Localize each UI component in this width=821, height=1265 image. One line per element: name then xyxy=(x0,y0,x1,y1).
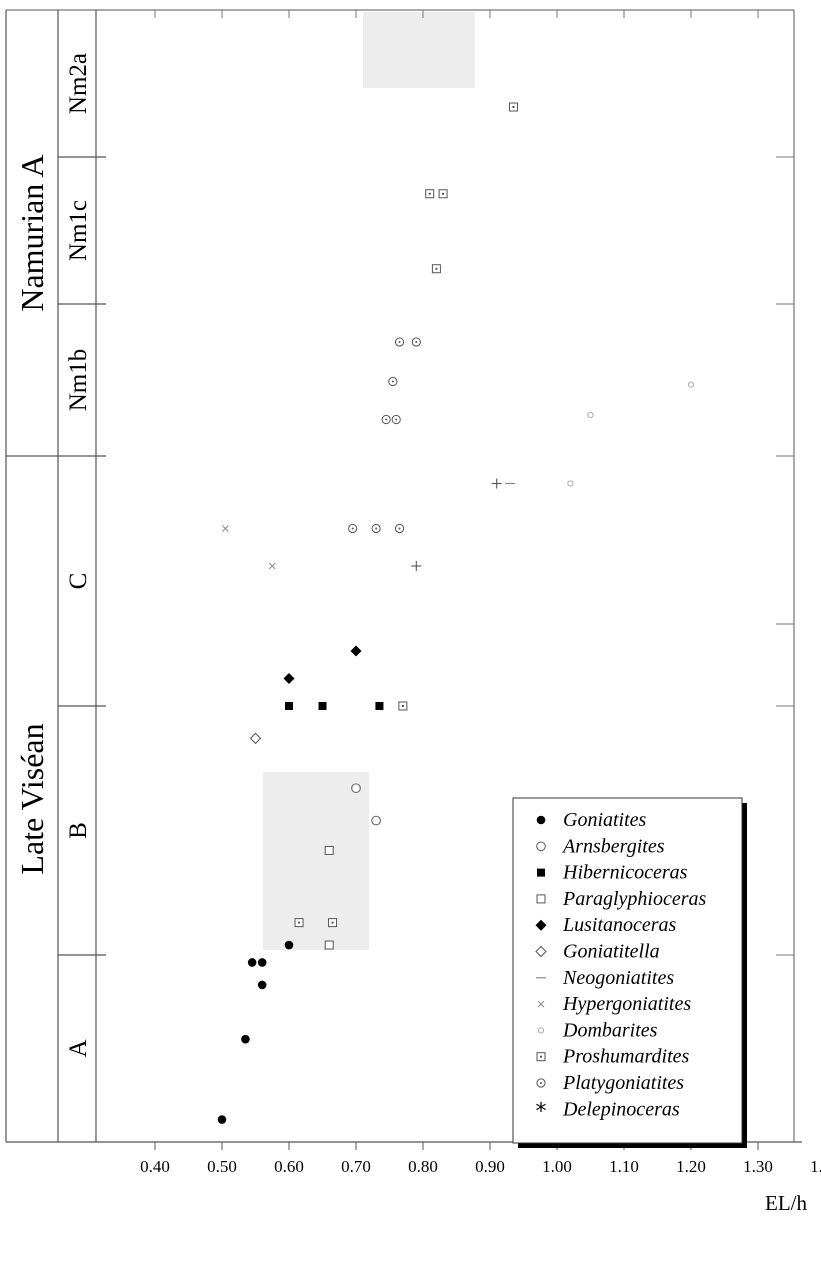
legend-box xyxy=(512,797,743,1144)
data-point-proshumardites-6 xyxy=(328,918,338,928)
x-tick-label: 1.30 xyxy=(743,1157,773,1176)
stage-label: Namurian A xyxy=(14,154,50,311)
legend-marker xyxy=(537,1027,545,1034)
x-tick-label: 1.00 xyxy=(542,1157,572,1176)
stage-label: Late Viséan xyxy=(14,723,50,874)
data-point-goniatites-3 xyxy=(247,958,257,967)
data-point-platygoniatites-0 xyxy=(394,337,405,347)
data-point-paraglyphioceras-1 xyxy=(324,940,334,950)
legend-marker xyxy=(535,919,547,931)
x-tick-label: 1.40 xyxy=(810,1157,821,1176)
legend-entry: Arnsbergites xyxy=(561,835,665,857)
data-point-arnsbergites-1 xyxy=(371,815,381,826)
zone-label: B xyxy=(65,822,92,839)
axis-ticks: 0.40 0.50 0.60 0.70 0.80 0.90 1.00 1.10 1.20 1.30… xyxy=(140,10,821,1215)
data-point-proshumardites-4 xyxy=(398,701,408,711)
data-point-paraglyphioceras-0 xyxy=(324,845,334,855)
data-point-proshumardites-5 xyxy=(294,918,304,928)
data-point-hypergoniatites-1 xyxy=(268,562,276,570)
x-axis-title: EL/h xyxy=(765,1191,807,1215)
data-point-platygoniatites-6 xyxy=(371,523,381,534)
zone-label: Nm2a xyxy=(65,53,92,114)
data-point-proshumardites-1 xyxy=(425,189,435,199)
x-tick-label: 0.40 xyxy=(140,1157,170,1176)
data-points: * xyxy=(217,102,695,1124)
data-point-goniatitella-0 xyxy=(249,732,262,745)
data-point-hibernicoceras-0 xyxy=(285,702,293,710)
zone-label: C xyxy=(65,573,92,590)
legend-entry: Platygoniatites xyxy=(562,1072,684,1094)
legend-entry: Hypergoniatites xyxy=(562,993,691,1015)
legend-marker xyxy=(535,945,547,958)
data-point-proshumardites-3 xyxy=(431,264,441,274)
data-point-dombarites-1 xyxy=(587,411,594,419)
highlight-box-nm2a xyxy=(363,12,475,88)
legend-entry: Hibernicoceras xyxy=(562,862,688,884)
data-point-goniatites-2 xyxy=(257,980,267,990)
highlight-boxes xyxy=(263,12,475,950)
x-tick-label: 1.20 xyxy=(676,1157,706,1176)
data-point-platygoniatites-2 xyxy=(388,376,398,387)
legend-marker xyxy=(536,1052,546,1062)
data-point-proshumardites-0 xyxy=(508,102,518,112)
data-point-proshumardites-2 xyxy=(438,189,448,199)
data-point-dombarites-0 xyxy=(687,381,695,388)
legend-marker xyxy=(536,894,546,904)
legend-marker xyxy=(537,1000,545,1008)
legend-entry: Neogoniatites xyxy=(562,967,674,989)
data-point-lusitanoceras-0 xyxy=(350,645,362,657)
zone-label: Nm1c xyxy=(65,200,92,261)
x-tick-label: 0.60 xyxy=(274,1157,304,1176)
legend-marker: * xyxy=(536,1099,547,1124)
data-point-goniatites-4 xyxy=(257,958,267,967)
data-point-goniatites-0 xyxy=(217,1115,227,1124)
legend: Goniatites Arnsbergites Hibernicoceras Para… xyxy=(512,797,747,1148)
data-point-unlabeled-1 xyxy=(411,561,422,571)
legend-marker xyxy=(536,815,546,825)
x-tick-label: 0.50 xyxy=(207,1157,237,1176)
legend-marker xyxy=(536,841,546,852)
data-point-platygoniatites-5 xyxy=(348,523,358,534)
x-tick-label: 0.80 xyxy=(408,1157,438,1176)
data-point-hypergoniatites-0 xyxy=(221,525,229,532)
svg-text:*: * xyxy=(536,1099,547,1124)
legend-marker xyxy=(537,868,545,877)
data-point-hibernicoceras-2 xyxy=(375,702,384,710)
data-point-lusitanoceras-1 xyxy=(283,673,295,684)
data-point-platygoniatites-1 xyxy=(411,337,421,347)
legend-entry: Proshumardites xyxy=(562,1046,690,1068)
data-point-dombarites-2 xyxy=(567,480,574,487)
data-point-goniatites-5 xyxy=(284,940,294,950)
data-point-unlabeled-0 xyxy=(491,478,502,489)
legend-entry: Delepinoceras xyxy=(562,1098,680,1120)
highlight-box-b xyxy=(263,772,369,950)
x-tick-label: 0.90 xyxy=(475,1157,505,1176)
data-point-hibernicoceras-1 xyxy=(318,702,327,710)
legend-entry: Goniatites xyxy=(563,809,647,831)
legend-entry: Lusitanoceras xyxy=(562,914,677,936)
x-tick-label: 0.70 xyxy=(341,1157,371,1176)
legend-entry: Dombarites xyxy=(562,1019,658,1041)
legend-entry: Goniatitella xyxy=(563,941,660,963)
stratigraphic-frame: Namurian A Late Viséan Nm2a Nm1c Nm1b C B A xyxy=(5,9,802,1143)
data-point-platygoniatites-3 xyxy=(381,414,391,425)
zone-label: Nm1b xyxy=(65,349,92,412)
data-point-platygoniatites-4 xyxy=(391,414,401,425)
data-point-goniatites-1 xyxy=(241,1034,250,1044)
legend-entry: Paraglyphioceras xyxy=(562,888,707,910)
legend-marker xyxy=(536,1078,546,1088)
data-point-platygoniatites-7 xyxy=(394,523,405,534)
zone-label: A xyxy=(65,1039,92,1057)
data-point-arnsbergites-0 xyxy=(351,783,361,794)
x-tick-label: 1.10 xyxy=(609,1157,639,1176)
